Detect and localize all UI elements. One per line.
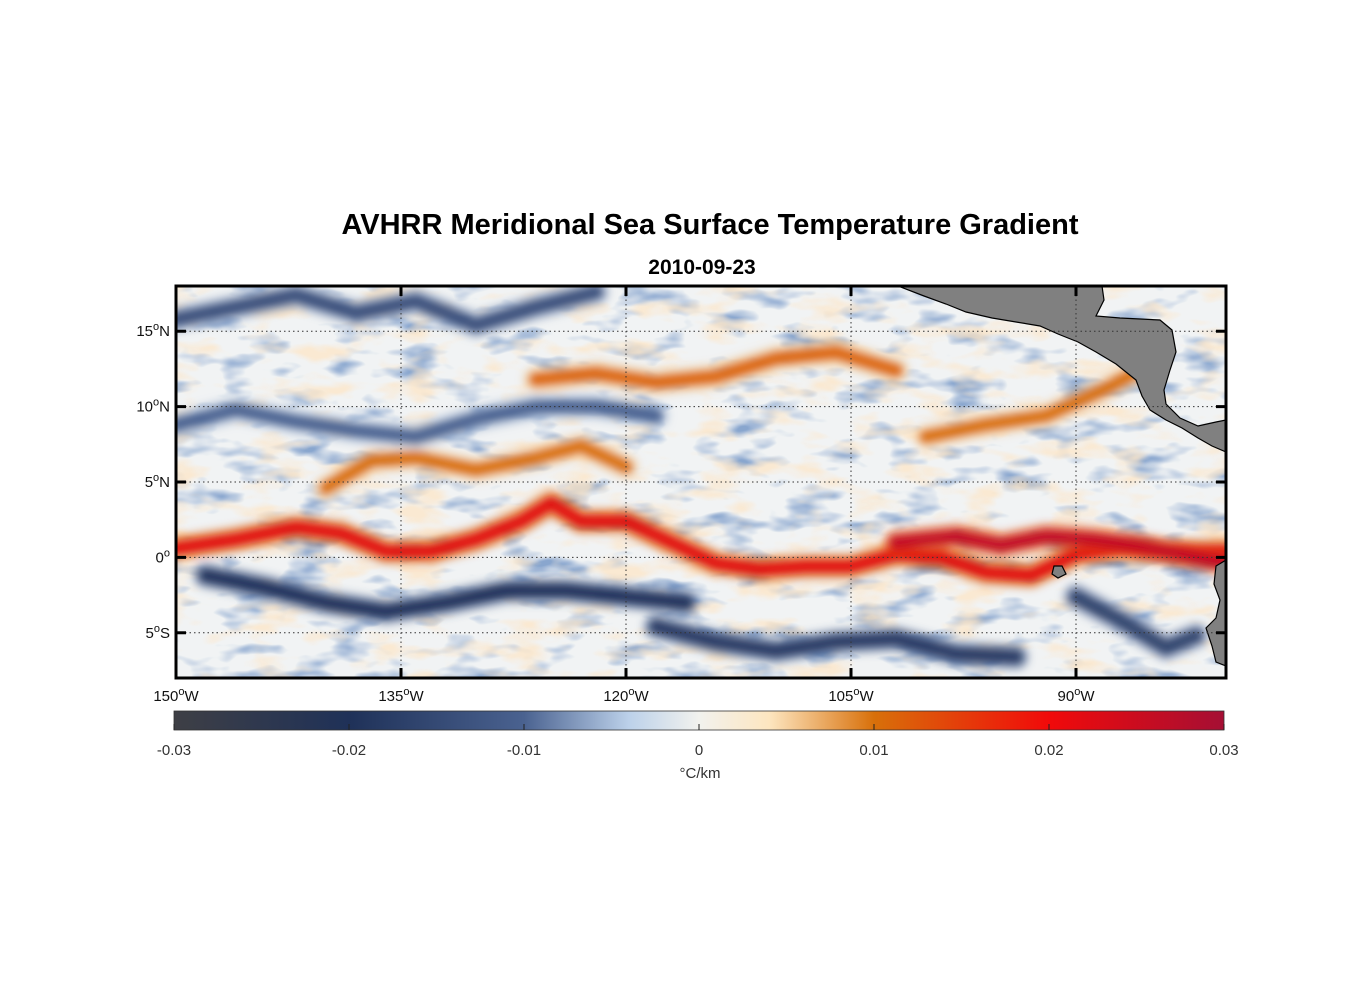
feature-core-eastern-warm-band: [889, 529, 1226, 571]
colorbar-tick-label: 0: [695, 742, 703, 759]
colorbar: -0.03 -0.02 -0.01 0 0.01 0.02 0.03 °C/km: [157, 710, 1239, 782]
feature-core-east-cold-band: [1069, 589, 1203, 655]
lat-tick-labels: 15oN 10oN 5oN 0o 5oS: [136, 321, 170, 642]
lon-tick-label: 120oW: [603, 686, 649, 705]
feature-core-northwest-cold-band: [176, 286, 603, 333]
feature-core-southern-cold-band: [199, 568, 693, 619]
colorbar-ticks: [173, 724, 1225, 730]
lon-tick-label: 150oW: [153, 686, 199, 705]
lon-tick-marks: [174, 286, 1078, 678]
lat-tick-label: 0o: [156, 547, 170, 566]
land-central-america: [897, 286, 1226, 667]
feature-core-northern-warm-band: [529, 345, 903, 390]
chart-subtitle: 2010-09-23: [648, 256, 755, 279]
colorbar-tick-label: 0.03: [1209, 742, 1238, 759]
feature-core-coastal-warm-band: [919, 357, 1158, 444]
lon-tick-label: 90oW: [1058, 686, 1096, 705]
lat-tick-label: 5oS: [146, 623, 170, 642]
lat-tick-label: 15oN: [136, 321, 170, 340]
colorbar-label: °C/km: [680, 765, 721, 782]
lat-tick-label: 5oN: [145, 472, 170, 491]
feature-core-equatorial-warm-front: [176, 496, 1226, 583]
chart-title: AVHRR Meridional Sea Surface Temperature…: [341, 209, 1078, 241]
colorbar-tick-label: -0.02: [332, 742, 366, 759]
feature-core-far-south-cold-band: [649, 619, 1023, 664]
lat-tick-label: 10oN: [136, 397, 170, 416]
feature-core-mid-cold-band: [176, 399, 663, 444]
colorbar-tick-label: -0.03: [157, 742, 191, 759]
feature-core-itcz-warm-band: [319, 438, 633, 495]
colorbar-tick-label: 0.01: [859, 742, 888, 759]
land-mexico: [897, 286, 1226, 453]
colorbar-tick-label: 0.02: [1034, 742, 1063, 759]
lon-tick-label: 135oW: [378, 686, 424, 705]
gradient-features: [176, 286, 1226, 670]
colorbar-tick-labels: -0.03 -0.02 -0.01 0 0.01 0.02 0.03: [157, 742, 1239, 759]
land-south-america: [1205, 559, 1226, 667]
map-area: [176, 286, 1226, 678]
colorbar-tick-label: -0.01: [507, 742, 541, 759]
lon-tick-labels: 150oW 135oW 120oW 105oW 90oW: [153, 686, 1095, 705]
lat-tick-marks: [176, 329, 1226, 635]
lon-tick-label: 105oW: [828, 686, 874, 705]
land-galapagos: [1051, 565, 1067, 579]
